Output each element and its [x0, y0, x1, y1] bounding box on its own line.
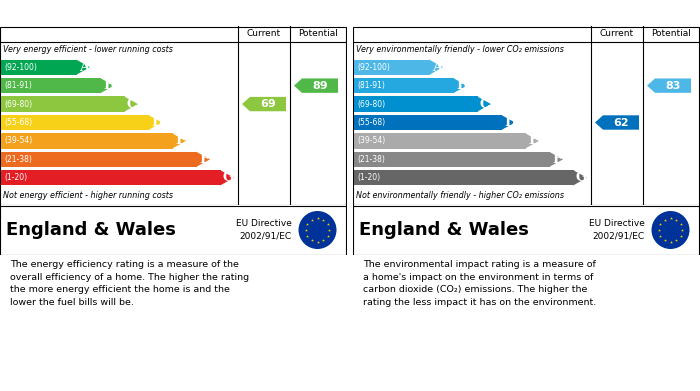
Text: England & Wales: England & Wales	[6, 221, 176, 239]
Text: 89: 89	[312, 81, 328, 91]
Polygon shape	[242, 97, 286, 111]
Text: Environmental Impact (CO₂) Rating: Environmental Impact (CO₂) Rating	[360, 7, 622, 20]
Bar	[1, 133, 173, 149]
Bar	[1, 78, 101, 93]
Polygon shape	[76, 59, 90, 75]
Text: Current: Current	[247, 29, 281, 38]
Text: 83: 83	[665, 81, 680, 91]
Text: F: F	[199, 153, 209, 166]
Bar	[354, 170, 574, 185]
Polygon shape	[501, 115, 515, 130]
Text: D: D	[504, 116, 515, 129]
Text: EU Directive
2002/91/EC: EU Directive 2002/91/EC	[236, 219, 292, 241]
Text: G: G	[223, 171, 235, 184]
Text: (92-100): (92-100)	[357, 63, 390, 72]
Polygon shape	[172, 133, 186, 149]
Bar	[1, 115, 149, 130]
Polygon shape	[100, 78, 114, 93]
Text: (69-80): (69-80)	[357, 100, 385, 109]
Text: (1-20): (1-20)	[4, 173, 27, 182]
Polygon shape	[477, 96, 491, 112]
Polygon shape	[525, 133, 539, 149]
Bar	[1, 59, 77, 75]
Bar	[354, 152, 550, 167]
Text: Very environmentally friendly - lower CO₂ emissions: Very environmentally friendly - lower CO…	[356, 45, 564, 54]
Text: The energy efficiency rating is a measure of the
overall efficiency of a home. T: The energy efficiency rating is a measur…	[10, 260, 249, 307]
Polygon shape	[453, 78, 467, 93]
Text: Potential: Potential	[652, 29, 692, 38]
Polygon shape	[294, 79, 338, 93]
Bar	[1, 152, 197, 167]
Text: (21-38): (21-38)	[4, 155, 32, 164]
Polygon shape	[148, 115, 162, 130]
Polygon shape	[220, 170, 234, 185]
Text: E: E	[175, 135, 185, 147]
Text: G: G	[576, 171, 587, 184]
Text: E: E	[528, 135, 538, 147]
Text: (1-20): (1-20)	[357, 173, 380, 182]
Text: EU Directive
2002/91/EC: EU Directive 2002/91/EC	[589, 219, 645, 241]
Bar	[1, 170, 221, 185]
Bar	[354, 115, 502, 130]
Text: B: B	[103, 79, 114, 92]
Text: A: A	[79, 61, 89, 74]
Text: F: F	[552, 153, 561, 166]
Text: The environmental impact rating is a measure of
a home's impact on the environme: The environmental impact rating is a mea…	[363, 260, 596, 307]
Text: Very energy efficient - lower running costs: Very energy efficient - lower running co…	[3, 45, 173, 54]
Bar	[354, 96, 478, 112]
Text: (39-54): (39-54)	[4, 136, 32, 145]
Text: A: A	[432, 61, 442, 74]
Polygon shape	[573, 170, 587, 185]
Bar	[354, 59, 430, 75]
Text: 62: 62	[613, 118, 629, 127]
Bar	[354, 78, 454, 93]
Text: (92-100): (92-100)	[4, 63, 37, 72]
Text: (21-38): (21-38)	[357, 155, 385, 164]
Polygon shape	[124, 96, 138, 112]
Bar	[1, 96, 125, 112]
Text: (55-68): (55-68)	[357, 118, 385, 127]
Circle shape	[298, 211, 337, 249]
Text: 69: 69	[260, 99, 276, 109]
Text: (39-54): (39-54)	[357, 136, 385, 145]
Bar	[354, 133, 526, 149]
Polygon shape	[429, 59, 443, 75]
Text: (81-91): (81-91)	[4, 81, 32, 90]
Text: C: C	[480, 98, 491, 111]
Circle shape	[652, 211, 690, 249]
Text: Not energy efficient - higher running costs: Not energy efficient - higher running co…	[3, 192, 173, 201]
Text: C: C	[127, 98, 137, 111]
Text: Current: Current	[600, 29, 634, 38]
Polygon shape	[549, 152, 563, 167]
Text: England & Wales: England & Wales	[359, 221, 529, 239]
Polygon shape	[595, 115, 639, 130]
Text: Potential: Potential	[299, 29, 338, 38]
Text: D: D	[151, 116, 162, 129]
Text: (81-91): (81-91)	[357, 81, 385, 90]
Polygon shape	[647, 79, 691, 93]
Text: Energy Efficiency Rating: Energy Efficiency Rating	[7, 7, 190, 20]
Text: B: B	[456, 79, 468, 92]
Polygon shape	[196, 152, 210, 167]
Text: (55-68): (55-68)	[4, 118, 32, 127]
Text: (69-80): (69-80)	[4, 100, 32, 109]
Text: Not environmentally friendly - higher CO₂ emissions: Not environmentally friendly - higher CO…	[356, 192, 564, 201]
